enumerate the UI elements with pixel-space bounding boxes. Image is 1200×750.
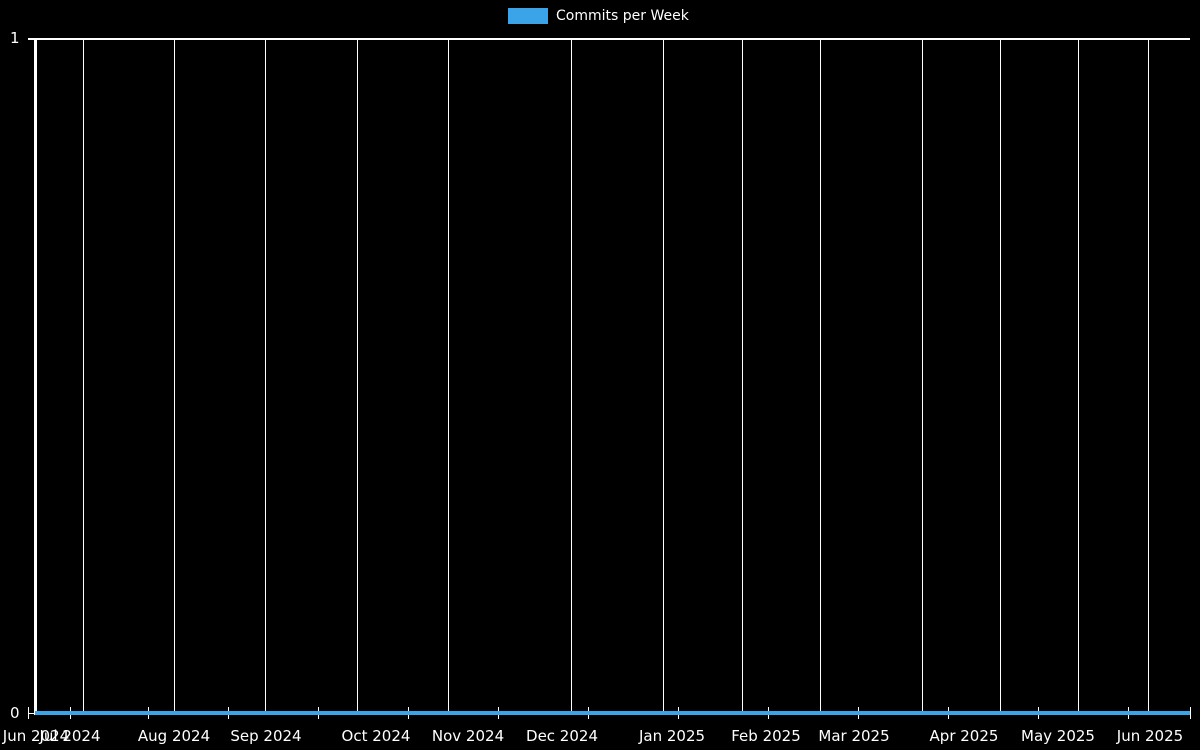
- x-tick-label: Mar 2025: [818, 727, 890, 745]
- x-tick-label: Oct 2024: [341, 727, 411, 745]
- x-tick-mark: [1190, 707, 1191, 719]
- chart-top-border: [28, 38, 1190, 40]
- x-tick-label: Jan 2025: [638, 727, 706, 745]
- legend-label-commits-per-week: Commits per Week: [556, 8, 689, 24]
- x-tick-label: Jun 2025: [1116, 727, 1184, 745]
- x-gridline: [1000, 38, 1001, 715]
- x-tick-label: Nov 2024: [431, 727, 505, 745]
- x-gridline: [1078, 38, 1079, 715]
- x-gridline: [265, 38, 266, 715]
- y-axis-line: [34, 38, 36, 715]
- x-gridline: [922, 38, 923, 715]
- x-gridline: [174, 38, 175, 715]
- y-tick-label-min: 0: [10, 704, 20, 722]
- x-tick-label: Dec 2024: [526, 727, 598, 745]
- x-tick-label: May 2025: [1021, 727, 1095, 745]
- x-gridline: [83, 38, 84, 715]
- x-gridline: [1148, 38, 1149, 715]
- series-line-commits-per-week: [35, 711, 1190, 715]
- x-tick-label: Sep 2024: [230, 727, 302, 745]
- y-tick-mark-min: [28, 713, 36, 714]
- x-gridline: [571, 38, 572, 715]
- y-tick-mark-max: [28, 38, 36, 39]
- x-tick-label: Jun 2024: [2, 727, 70, 745]
- x-tick-label: Feb 2025: [731, 727, 801, 745]
- x-gridline: [448, 38, 449, 715]
- legend-swatch-commits-per-week: [508, 8, 548, 24]
- x-gridline: [663, 38, 664, 715]
- x-tick-label: Jul 2024: [39, 727, 101, 745]
- y-tick-label-max: 1: [10, 29, 20, 47]
- x-tick-label: Aug 2024: [137, 727, 211, 745]
- x-gridline: [820, 38, 821, 715]
- chart-legend: Commits per Week: [508, 6, 689, 26]
- x-gridline: [357, 38, 358, 715]
- x-tick-label: Apr 2025: [929, 727, 999, 745]
- x-gridline: [36, 38, 37, 715]
- x-gridline: [742, 38, 743, 715]
